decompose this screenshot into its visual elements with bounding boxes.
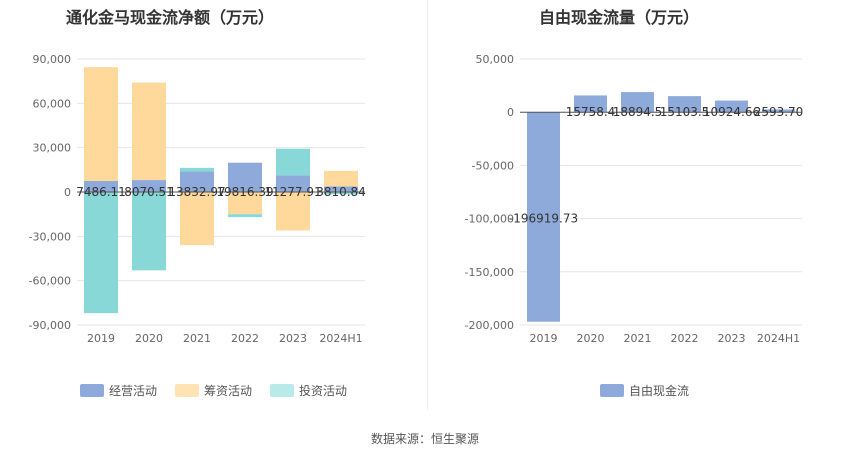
- bar: [180, 167, 214, 172]
- legend-item-free-cashflow[interactable]: 自由现金流: [600, 382, 689, 399]
- x-tick-label: 2022: [671, 332, 699, 345]
- x-tick-label: 2021: [183, 332, 211, 345]
- y-tick-label: -30,000: [29, 230, 71, 243]
- bar: [621, 92, 654, 113]
- data-label: 7486.11: [76, 185, 126, 199]
- bar: [276, 175, 310, 192]
- bar: [84, 180, 118, 192]
- bar: [574, 95, 607, 113]
- legend-swatch: [175, 384, 200, 397]
- y-tick-label: -150,000: [465, 266, 514, 279]
- x-tick-label: 2022: [231, 332, 259, 345]
- data-label: 3810.84: [316, 185, 366, 199]
- bar: [668, 96, 701, 113]
- bar: [132, 192, 166, 271]
- x-tick-label: 2023: [279, 332, 307, 345]
- bar: [276, 192, 310, 231]
- data-source: 数据来源：恒生聚源: [370, 432, 479, 446]
- data-label: 18894.5: [613, 105, 663, 119]
- bar: [132, 180, 166, 192]
- y-tick-label: 0: [64, 186, 71, 199]
- y-tick-label: 90,000: [33, 53, 72, 66]
- x-tick-label: 2020: [577, 332, 605, 345]
- panel-divider: [427, 0, 428, 410]
- bar: [228, 162, 262, 192]
- legend-swatch: [80, 384, 104, 397]
- data-label: 13832.97: [168, 185, 225, 199]
- x-tick-label: 2024H1: [319, 332, 362, 345]
- data-label: 8070.51: [124, 185, 174, 199]
- chart-panel-cashflow: 通化金马现金流净额（万元） 90,000 60,000 30,000 0 -30,000…: [0, 0, 425, 410]
- bar: [715, 100, 748, 113]
- data-label: 15103.5: [660, 105, 710, 119]
- data-label: -196919.73: [509, 212, 578, 226]
- data-label: 19816.39: [216, 185, 273, 199]
- bar: [276, 148, 310, 176]
- legend-item-financing[interactable]: 筹资活动: [175, 382, 252, 399]
- x-tick-label: 2023: [718, 332, 746, 345]
- bar: [762, 109, 795, 113]
- bar: [324, 186, 358, 192]
- x-tick-label: 2021: [624, 332, 652, 345]
- bar: [324, 170, 358, 187]
- legend-label: 自由现金流: [629, 384, 690, 398]
- legend-label: 筹资活动: [204, 384, 253, 398]
- data-label: 15758.4: [566, 105, 616, 119]
- legend-item-investing[interactable]: 投资活动: [270, 382, 347, 399]
- legend: 经营活动 筹资活动 投资活动: [80, 382, 347, 399]
- y-tick-label: -90,000: [29, 319, 71, 332]
- x-tick-label: 2024H1: [757, 332, 800, 345]
- y-tick-label: -100,000: [465, 213, 514, 226]
- free-cashflow-chart-svg: 50,000 0 -50,000 -100,000 -150,000 -200,000 20…: [465, 53, 804, 345]
- legend-swatch: [270, 384, 295, 397]
- data-label: 2593.70: [754, 105, 804, 119]
- cashflow-chart-svg: 90,000 60,000 30,000 0 -30,000 -60,000 -90,000…: [29, 53, 366, 345]
- legend: 自由现金流: [600, 382, 689, 399]
- bar: [228, 192, 262, 215]
- legend-label: 经营活动: [109, 384, 158, 398]
- bar: [527, 112, 560, 322]
- y-tick-label: 0: [507, 106, 514, 119]
- bar: [84, 67, 118, 181]
- data-label: 11277.91: [264, 185, 321, 199]
- x-tick-label: 2019: [87, 332, 115, 345]
- y-tick-label: -50,000: [472, 159, 514, 172]
- y-tick-label: 30,000: [33, 142, 72, 155]
- y-tick-label: -200,000: [465, 319, 514, 332]
- y-tick-label: 60,000: [33, 97, 72, 110]
- chart-panel-free-cashflow: 自由现金流量（万元） 50,000 0 -50,000 -100,000 -150,00…: [428, 0, 850, 410]
- data-label: 10924.66: [703, 105, 760, 119]
- y-tick-label: 50,000: [476, 53, 515, 66]
- x-tick-label: 2019: [530, 332, 558, 345]
- bar: [324, 192, 358, 195]
- bar: [180, 171, 214, 192]
- bar: [180, 192, 214, 246]
- y-tick-label: -60,000: [29, 275, 71, 288]
- bar: [84, 192, 118, 314]
- legend-item-operating[interactable]: 经营活动: [80, 382, 157, 399]
- legend-label: 投资活动: [299, 384, 348, 398]
- chart-title: 自由现金流量（万元）: [538, 8, 699, 27]
- x-tick-label: 2020: [135, 332, 163, 345]
- chart-title: 通化金马现金流净额（万元）: [65, 8, 274, 27]
- bar: [132, 82, 166, 181]
- legend-swatch: [600, 384, 624, 397]
- bar: [228, 214, 262, 218]
